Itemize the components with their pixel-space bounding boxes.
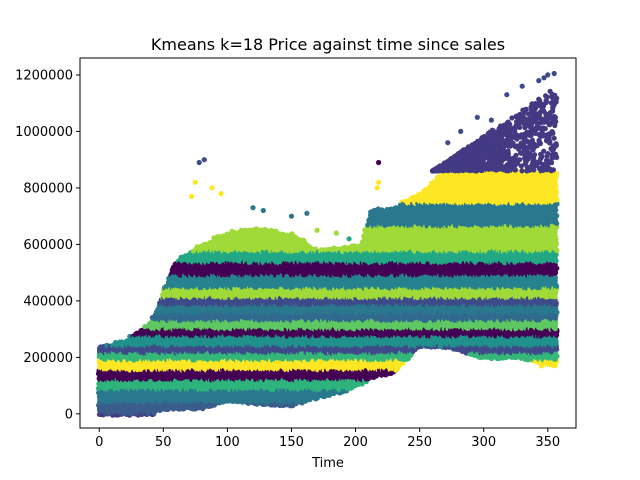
chart-title: Kmeans k=18 Price against time since sal…	[151, 35, 505, 54]
data-points	[95, 70, 560, 418]
